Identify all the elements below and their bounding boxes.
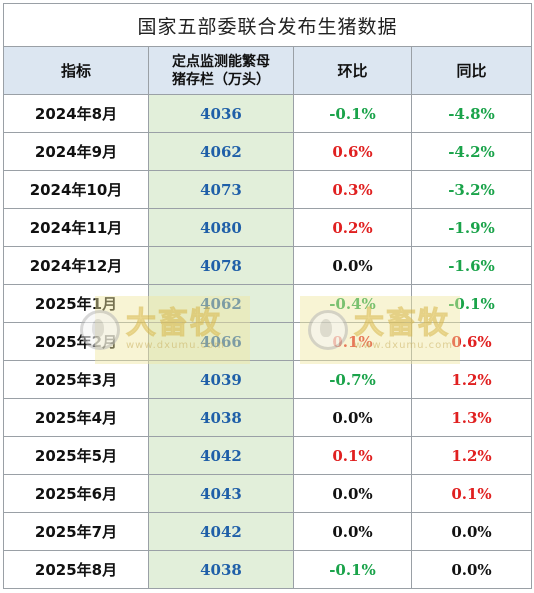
header-inventory: 定点监测能繁母 猪存栏（万头） [148,46,294,95]
watermark-backdrop-right [300,296,460,364]
month-cell: 2024年11月 [3,208,149,247]
inventory-cell: 4038 [148,550,294,589]
month-cell: 2025年3月 [3,360,149,399]
table-row: 2024年10月 4073 0.3% -3.2% [3,170,532,209]
table-body: 2024年8月 4036 -0.1% -4.8% 2024年9月 4062 0.6% -4.2… [3,94,532,589]
yoy-cell: -0.1% [411,284,532,323]
mom-cell: -0.1% [293,550,412,589]
mom-cell: 0.1% [293,436,412,475]
month-cell: 2024年12月 [3,246,149,285]
yoy-cell: -3.2% [411,170,532,209]
table-row: 2025年6月 4043 0.0% 0.1% [3,474,532,513]
header-row: 指标 定点监测能繁母 猪存栏（万头） 环比 同比 [3,46,532,95]
mom-cell: 0.0% [293,474,412,513]
yoy-cell: 0.6% [411,322,532,361]
table-row: 2024年8月 4036 -0.1% -4.8% [3,94,532,133]
table-row: 2025年3月 4039 -0.7% 1.2% [3,360,532,399]
month-cell: 2025年5月 [3,436,149,475]
yoy-cell: -1.9% [411,208,532,247]
table-row: 2025年2月 4066 0.1% 0.6% [3,322,532,361]
header-inventory-line2: 猪存栏（万头） [172,71,270,88]
table-row: 2025年7月 4042 0.0% 0.0% [3,512,532,551]
mom-cell: 0.0% [293,512,412,551]
mom-cell: 0.0% [293,246,412,285]
inventory-cell: 4062 [148,132,294,171]
mom-cell: 0.2% [293,208,412,247]
month-cell: 2024年9月 [3,132,149,171]
mom-cell: -0.1% [293,94,412,133]
pig-data-table: 国家五部委联合发布生猪数据 指标 定点监测能繁母 猪存栏（万头） 环比 同比 2… [3,3,532,589]
month-cell: 2024年10月 [3,170,149,209]
month-cell: 2024年8月 [3,94,149,133]
inventory-cell: 4042 [148,436,294,475]
month-cell: 2025年2月 [3,322,149,361]
table-row: 2024年11月 4080 0.2% -1.9% [3,208,532,247]
inventory-cell: 4062 [148,284,294,323]
yoy-cell: 1.2% [411,436,532,475]
table-row: 2025年4月 4038 0.0% 1.3% [3,398,532,437]
month-cell: 2025年7月 [3,512,149,551]
table-title: 国家五部委联合发布生猪数据 [3,3,532,47]
header-inventory-line1: 定点监测能繁母 [172,53,270,70]
table-row: 2025年8月 4038 -0.1% 0.0% [3,550,532,589]
yoy-cell: 0.0% [411,512,532,551]
month-cell: 2025年8月 [3,550,149,589]
yoy-cell: 0.0% [411,550,532,589]
table-row: 2024年12月 4078 0.0% -1.6% [3,246,532,285]
inventory-cell: 4036 [148,94,294,133]
inventory-cell: 4073 [148,170,294,209]
yoy-cell: 1.3% [411,398,532,437]
inventory-cell: 4078 [148,246,294,285]
inventory-cell: 4066 [148,322,294,361]
yoy-cell: 1.2% [411,360,532,399]
inventory-cell: 4043 [148,474,294,513]
yoy-cell: -1.6% [411,246,532,285]
header-yoy: 同比 [411,46,532,95]
table-row: 2024年9月 4062 0.6% -4.2% [3,132,532,171]
yoy-cell: -4.8% [411,94,532,133]
mom-cell: 0.3% [293,170,412,209]
inventory-cell: 4080 [148,208,294,247]
mom-cell: -0.7% [293,360,412,399]
yoy-cell: -4.2% [411,132,532,171]
month-cell: 2025年1月 [3,284,149,323]
mom-cell: 0.0% [293,398,412,437]
header-indicator: 指标 [3,46,149,95]
yoy-cell: 0.1% [411,474,532,513]
header-mom: 环比 [293,46,412,95]
inventory-cell: 4038 [148,398,294,437]
watermark-backdrop-left [95,296,250,364]
table-row: 2025年5月 4042 0.1% 1.2% [3,436,532,475]
inventory-cell: 4039 [148,360,294,399]
month-cell: 2025年4月 [3,398,149,437]
mom-cell: 0.6% [293,132,412,171]
inventory-cell: 4042 [148,512,294,551]
month-cell: 2025年6月 [3,474,149,513]
